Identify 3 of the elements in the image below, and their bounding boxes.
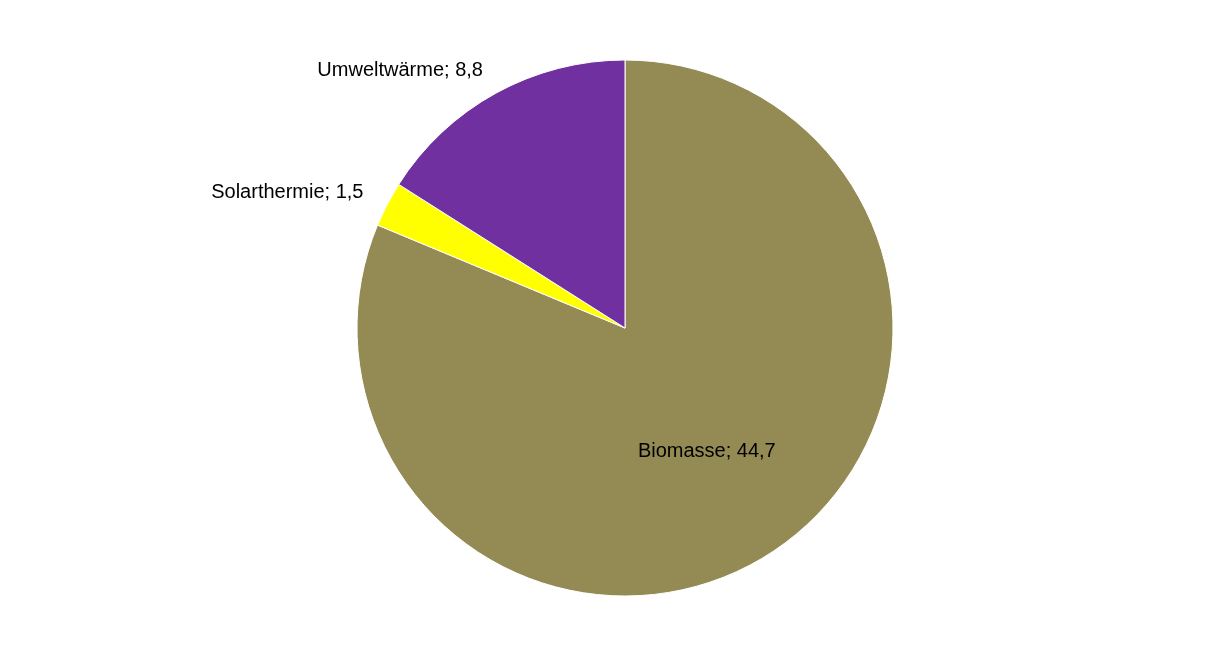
slice-label: Umweltwärme; 8,8 [317,57,483,80]
slice-label: Biomasse; 44,7 [637,438,776,461]
slice-label: Solarthermie; 1,5 [211,179,364,202]
